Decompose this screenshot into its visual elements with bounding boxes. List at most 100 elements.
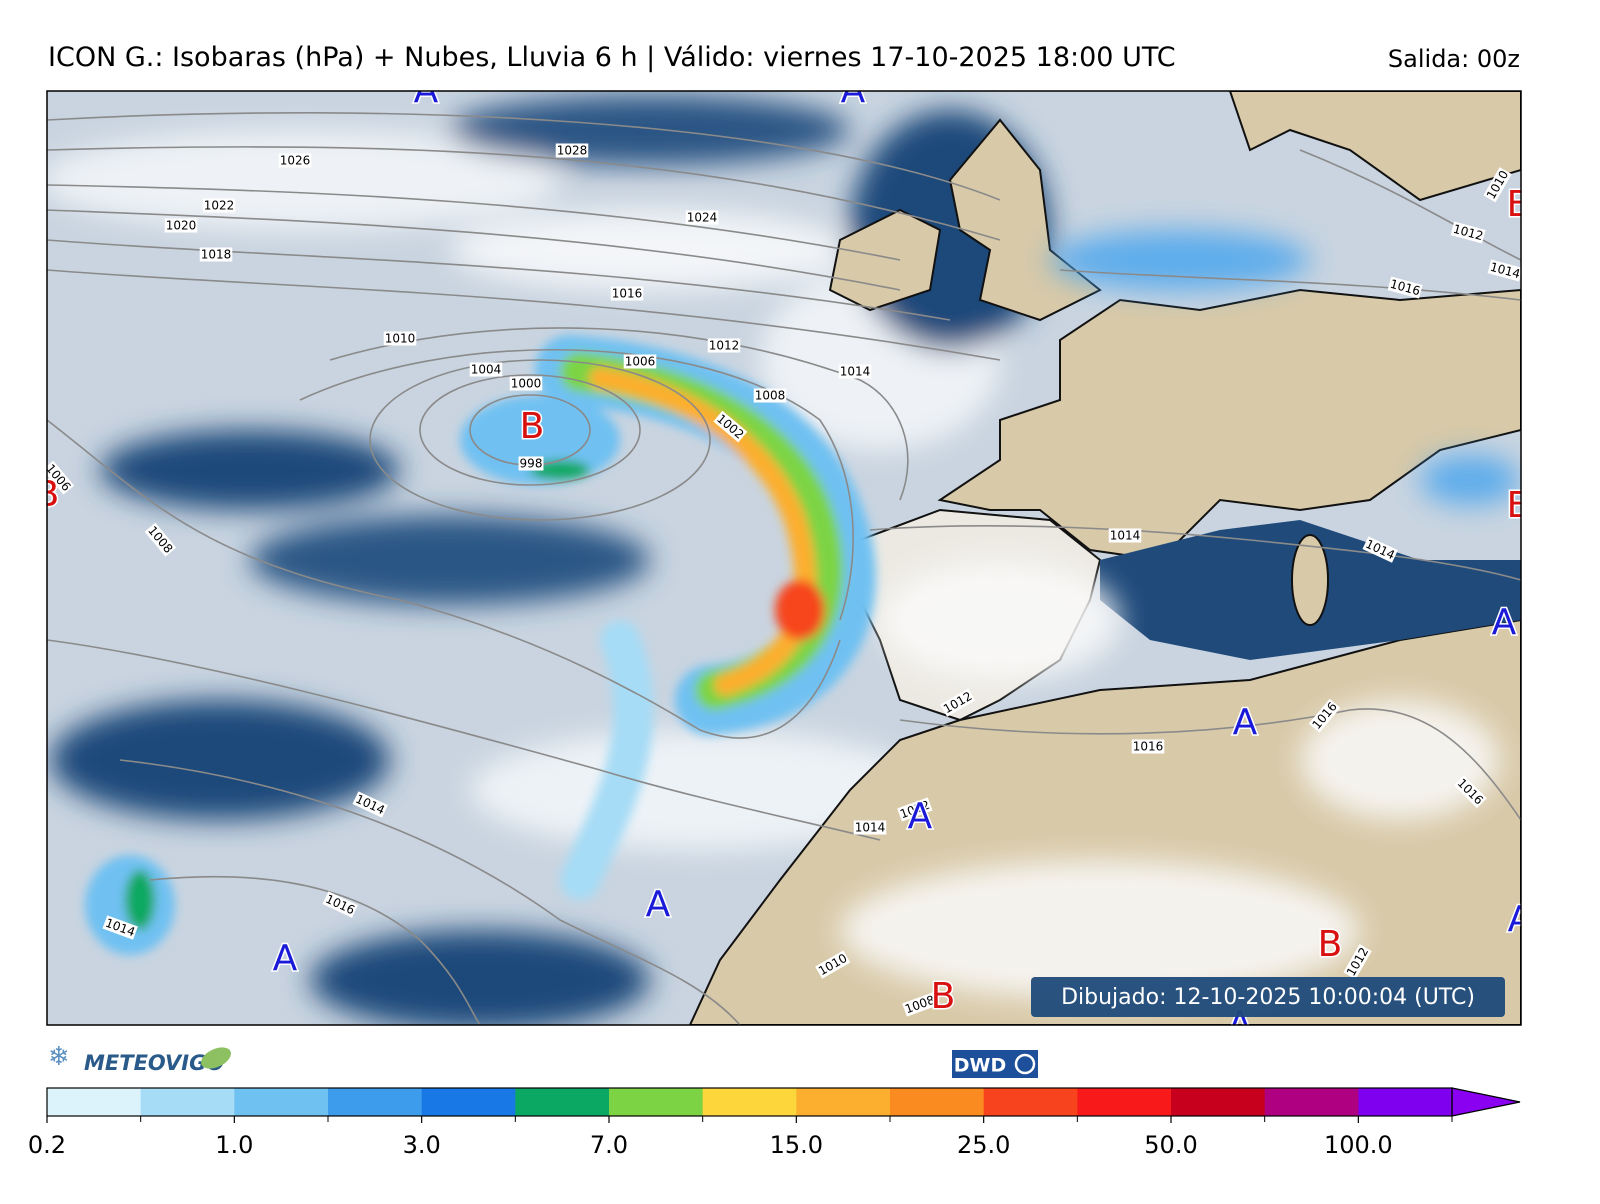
isobar-label: 1012	[709, 339, 740, 353]
run-label: Salida: 00z	[1388, 45, 1520, 73]
isobar-label-bg	[1387, 276, 1423, 299]
colorbar-tick-label: 15.0	[770, 1131, 823, 1159]
isobar-label-bg	[199, 247, 233, 262]
isobar-label-bg	[853, 820, 887, 835]
pressure-center: A	[1492, 602, 1517, 643]
isobar-label-bg	[383, 331, 417, 346]
isobar-label-bg	[838, 364, 872, 379]
isobar-label-bg	[897, 797, 933, 822]
pressure-center: B	[1507, 485, 1532, 526]
isobar-label-bg	[1487, 259, 1521, 282]
colorbar-segment	[1264, 1088, 1359, 1116]
isobar-label-bg	[815, 950, 851, 979]
colorbar-segment	[890, 1088, 985, 1116]
isobar-label-bg	[164, 218, 198, 233]
isobar-label: 1016	[612, 287, 643, 301]
isobar-label-bg	[518, 456, 544, 471]
drawn-box	[1031, 977, 1505, 1017]
colorbar-segment	[796, 1088, 891, 1116]
colorbar-extend	[1451, 1087, 1521, 1117]
isobar-label: 1026	[280, 154, 311, 168]
isobar-label-bg	[1108, 528, 1142, 543]
isobar-label-bg	[1453, 775, 1487, 809]
isobar-label: 1028	[557, 144, 588, 158]
dwd-logo: DWD	[954, 1055, 1007, 1077]
isobar-label-bg	[102, 915, 138, 940]
colorbar-segment	[609, 1088, 704, 1116]
colorbar-segment	[421, 1088, 516, 1116]
map-frame	[46, 90, 1522, 1026]
pressure-center: A	[646, 884, 671, 925]
isobar-label-bg	[1362, 536, 1398, 563]
colorbar-segment	[47, 1088, 142, 1116]
isobar-label-bg	[278, 153, 312, 168]
isobar-label-bg	[713, 410, 748, 443]
leaf-icon	[201, 1047, 231, 1069]
isobar-label: 1024	[687, 211, 718, 225]
isobar-label-bg	[202, 198, 236, 213]
pressure-center: A	[273, 938, 298, 979]
dwd-swirl	[1014, 1053, 1036, 1075]
isobar-label-bg	[47, 460, 75, 495]
drawn-label: Dibujado: 12-10-2025 10:00:04 (UTC)	[1061, 985, 1475, 1010]
isobar-label-bg	[1483, 167, 1512, 203]
pressure-center: A	[841, 70, 866, 111]
pressure-center: B	[520, 406, 545, 447]
colorbar-tick-label: 7.0	[590, 1131, 628, 1159]
isobar-label: 1000	[511, 377, 542, 391]
colorbar-tick-label: 100.0	[1324, 1131, 1393, 1159]
map: 1026 1028 1024 1022 1020 1018 1016 1010 1012 1004…	[35, 70, 1533, 1025]
isobar-label: 1018	[201, 248, 232, 262]
colorbar-segment	[1358, 1088, 1453, 1116]
isobar-label-bg	[322, 891, 358, 918]
isobar-label-bg	[352, 791, 388, 818]
isobar-label: 1008	[755, 389, 786, 403]
colorbar-segment	[234, 1088, 329, 1116]
isobar-label: 1014	[840, 365, 871, 379]
colorbar-segment	[328, 1088, 423, 1116]
ocean-clouds	[47, 95, 1050, 1025]
isobar-label-bg	[707, 338, 741, 353]
map-title: ICON G.: Isobaras (hPa) + Nubes, Lluvia …	[48, 42, 1176, 73]
isobar-label-bg	[555, 143, 589, 158]
pressure-center: B	[1318, 924, 1343, 965]
isobar-label: 1020	[166, 219, 197, 233]
pressure-center: A	[1233, 702, 1258, 743]
isobar-label-bg	[469, 362, 503, 377]
isobar-label: 1010	[385, 332, 416, 346]
pressure-center: B	[931, 976, 956, 1017]
pressure-center: A	[414, 70, 439, 111]
isobar-label: 1006	[625, 355, 656, 369]
isobar-label-bg	[753, 388, 787, 403]
isobar-label-bg	[1308, 698, 1341, 733]
isobar-label-bg	[144, 522, 177, 557]
colorbar-tick-label: 25.0	[957, 1131, 1010, 1159]
isobar-label-bg	[685, 210, 719, 225]
pressure-center: A	[1508, 899, 1533, 940]
colorbar-tick-label: 3.0	[403, 1131, 441, 1159]
colorbar-segment	[1077, 1088, 1172, 1116]
colorbar-frame	[46, 1087, 1453, 1117]
isobar-label: 1004	[471, 363, 502, 377]
pressure-center: B	[1507, 184, 1532, 225]
isobar-label: 998	[520, 457, 543, 471]
meteovigo-logo: METEOVIGO	[84, 1051, 224, 1075]
isobar-label-bg	[623, 354, 657, 369]
isobar-label: 1014	[1110, 529, 1141, 543]
colorbar-segment	[983, 1088, 1078, 1116]
colorbar-tick-label: 1.0	[215, 1131, 253, 1159]
pressure-center: B	[35, 474, 60, 515]
isobar-label-bg	[1343, 944, 1372, 980]
isobar-label-bg	[1450, 221, 1486, 244]
snowflake-icon: ❄	[48, 1042, 70, 1072]
isobar-label-bg	[902, 992, 938, 1017]
isobar-label: 1022	[204, 199, 235, 213]
isobar-label-bg	[509, 376, 543, 391]
isobar-label: 1016	[1133, 740, 1164, 754]
isobar-label-bg	[940, 688, 976, 717]
isobar-label-bg	[1131, 739, 1165, 754]
isobar-label: 1014	[855, 821, 886, 835]
colorbar-tick-label: 50.0	[1144, 1131, 1197, 1159]
colorbar-segment	[1171, 1088, 1266, 1116]
